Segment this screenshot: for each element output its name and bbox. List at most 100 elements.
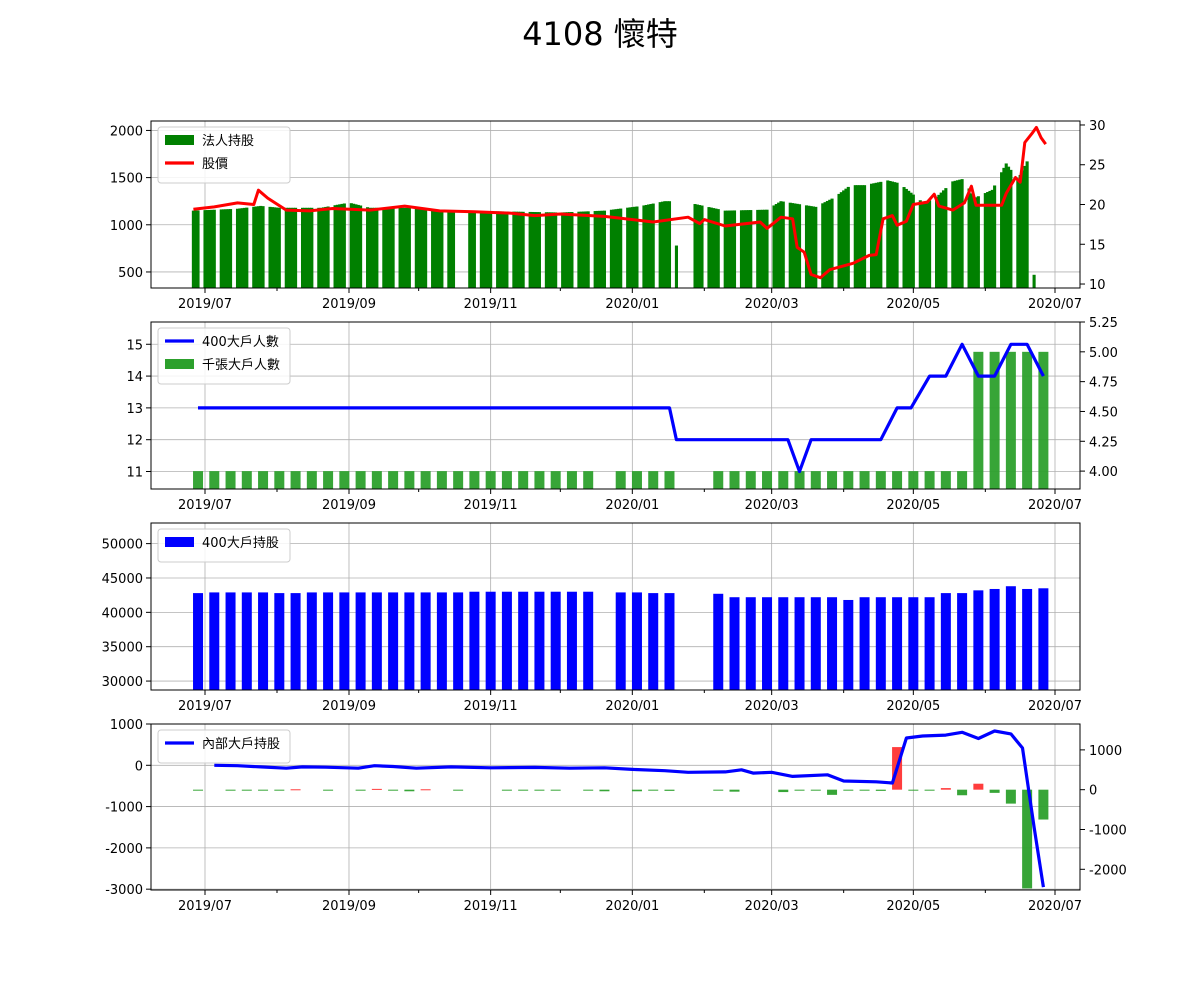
- holdings-bar: [468, 210, 472, 288]
- x-tick-label: 2019/09: [322, 699, 376, 714]
- plots: 2019/07 2019/09 2019/11 2020/01 2020/03 2020/…: [102, 119, 1127, 914]
- y-tick-label: 1000: [110, 219, 143, 234]
- holdings-bar: [976, 196, 980, 288]
- holdings-bar: [791, 203, 795, 288]
- insider-change-bar: [501, 789, 512, 791]
- holdings-bar: [918, 200, 922, 288]
- holdings-bar: [951, 181, 955, 288]
- x-tick-label: 2019/11: [464, 699, 518, 714]
- thousand-holders-bar: [989, 351, 1000, 489]
- holdings-bar: [723, 210, 727, 288]
- thousand-holders-bar: [810, 471, 821, 489]
- holdings-bar: [797, 204, 802, 288]
- holdings-bar: [277, 207, 281, 288]
- thousand-holders-bar: [241, 471, 252, 489]
- y2-tick-label: 25: [1089, 159, 1106, 174]
- holdings-bar: [194, 210, 198, 288]
- holdings-bar: [658, 202, 662, 288]
- thousand-holders-bar: [762, 471, 773, 489]
- holdings-bar: [619, 208, 623, 288]
- holdings-bar: [993, 185, 997, 288]
- chart-title: 4108 懷特: [522, 15, 678, 53]
- holdings-bar: [254, 206, 258, 288]
- holdings-bar: [287, 207, 291, 288]
- holdings-bar: [210, 209, 214, 288]
- holdings-bar: [811, 206, 816, 288]
- holdings-bar: [259, 205, 263, 288]
- holdings-bar: [372, 207, 377, 288]
- thousand-holders-bar: [355, 471, 366, 489]
- insider-change-bar: [241, 789, 252, 791]
- holdings-bar: [219, 209, 223, 288]
- insider-change-bar: [453, 789, 464, 791]
- holdings-bar: [612, 209, 616, 288]
- holdings-bar: [846, 186, 850, 288]
- holdings-bar: [609, 209, 613, 288]
- holdings-bar: [544, 212, 548, 288]
- big400-holdings-bar: [501, 591, 512, 690]
- big400-holdings-bar: [713, 593, 724, 690]
- holdings-bar: [955, 180, 960, 288]
- holdings-bar: [386, 207, 391, 288]
- panel-holder_counts: 2019/07 2019/09 2019/11 2020/01 2020/03 2020/…: [126, 316, 1118, 513]
- insider-change-bar: [924, 789, 935, 791]
- insider-change-bar: [225, 789, 236, 791]
- holdings-bar: [449, 210, 453, 288]
- x-tick-label: 2019/07: [178, 899, 232, 914]
- holdings-bar: [730, 210, 734, 288]
- y2-tick-label: -2000: [1089, 863, 1127, 878]
- holdings-bar: [595, 210, 600, 288]
- y-tick-label: 12: [126, 434, 143, 449]
- holdings-bar: [294, 207, 298, 288]
- big400-holdings-bar: [453, 592, 464, 690]
- holdings-bar: [196, 210, 200, 288]
- holdings-bar: [400, 207, 404, 288]
- thousand-holders-bar: [908, 471, 919, 489]
- holdings-bar: [665, 201, 669, 288]
- holdings-bar: [958, 179, 962, 288]
- holdings-bar: [582, 211, 586, 288]
- insider-change-bar: [420, 789, 431, 791]
- holdings-bar: [772, 205, 776, 288]
- holdings-bar: [939, 192, 943, 288]
- holdings-bar: [763, 209, 767, 288]
- holdings-bar: [765, 209, 769, 288]
- legend-label: 400大戶持股: [202, 536, 279, 551]
- y2-tick-label: 5.00: [1089, 346, 1118, 361]
- big400-holdings-bar: [843, 599, 854, 690]
- holdings-bar: [317, 207, 321, 288]
- big400-holdings-bar: [810, 597, 821, 690]
- insider-change-bar: [1022, 789, 1033, 889]
- big400-holdings-bar: [615, 592, 626, 690]
- big400-holdings-bar: [583, 591, 594, 690]
- insider-change-bar: [388, 789, 399, 791]
- big400-holdings-bar: [290, 593, 301, 690]
- holdings-bar: [421, 208, 425, 288]
- holdings-bar: [340, 203, 344, 288]
- holdings-bar: [793, 203, 797, 288]
- holdings-bar: [551, 212, 555, 288]
- thousand-holders-bar: [1022, 351, 1033, 489]
- thousand-holders-bar: [843, 471, 854, 489]
- holdings-bar: [874, 182, 878, 288]
- holdings-bar: [890, 181, 894, 288]
- x-tick-label: 2019/11: [464, 899, 518, 914]
- holdings-bar: [389, 207, 393, 288]
- holdings-bar: [600, 210, 604, 288]
- holdings-bar: [319, 207, 323, 288]
- big400-holdings-bar: [436, 592, 447, 690]
- thousand-holders-bar: [957, 471, 968, 489]
- insider-change-bar: [518, 789, 529, 791]
- thousand-holders-bar: [794, 471, 805, 489]
- big400-count-line: [198, 342, 1045, 474]
- holdings-bar: [728, 210, 732, 288]
- big400-holdings-bar: [794, 597, 805, 690]
- big400-holdings-bar: [859, 597, 870, 690]
- thousand-holders-bar: [924, 471, 935, 489]
- insider-change-bar: [810, 789, 821, 791]
- holdings-bar: [486, 211, 490, 288]
- panel-big400_holdings: 2019/07 2019/09 2019/11 2020/01 2020/03 2020/…: [102, 522, 1082, 714]
- x-tick-label: 2020/03: [745, 699, 799, 714]
- holdings-bar: [530, 211, 535, 288]
- x-tick-label: 2020/01: [605, 699, 659, 714]
